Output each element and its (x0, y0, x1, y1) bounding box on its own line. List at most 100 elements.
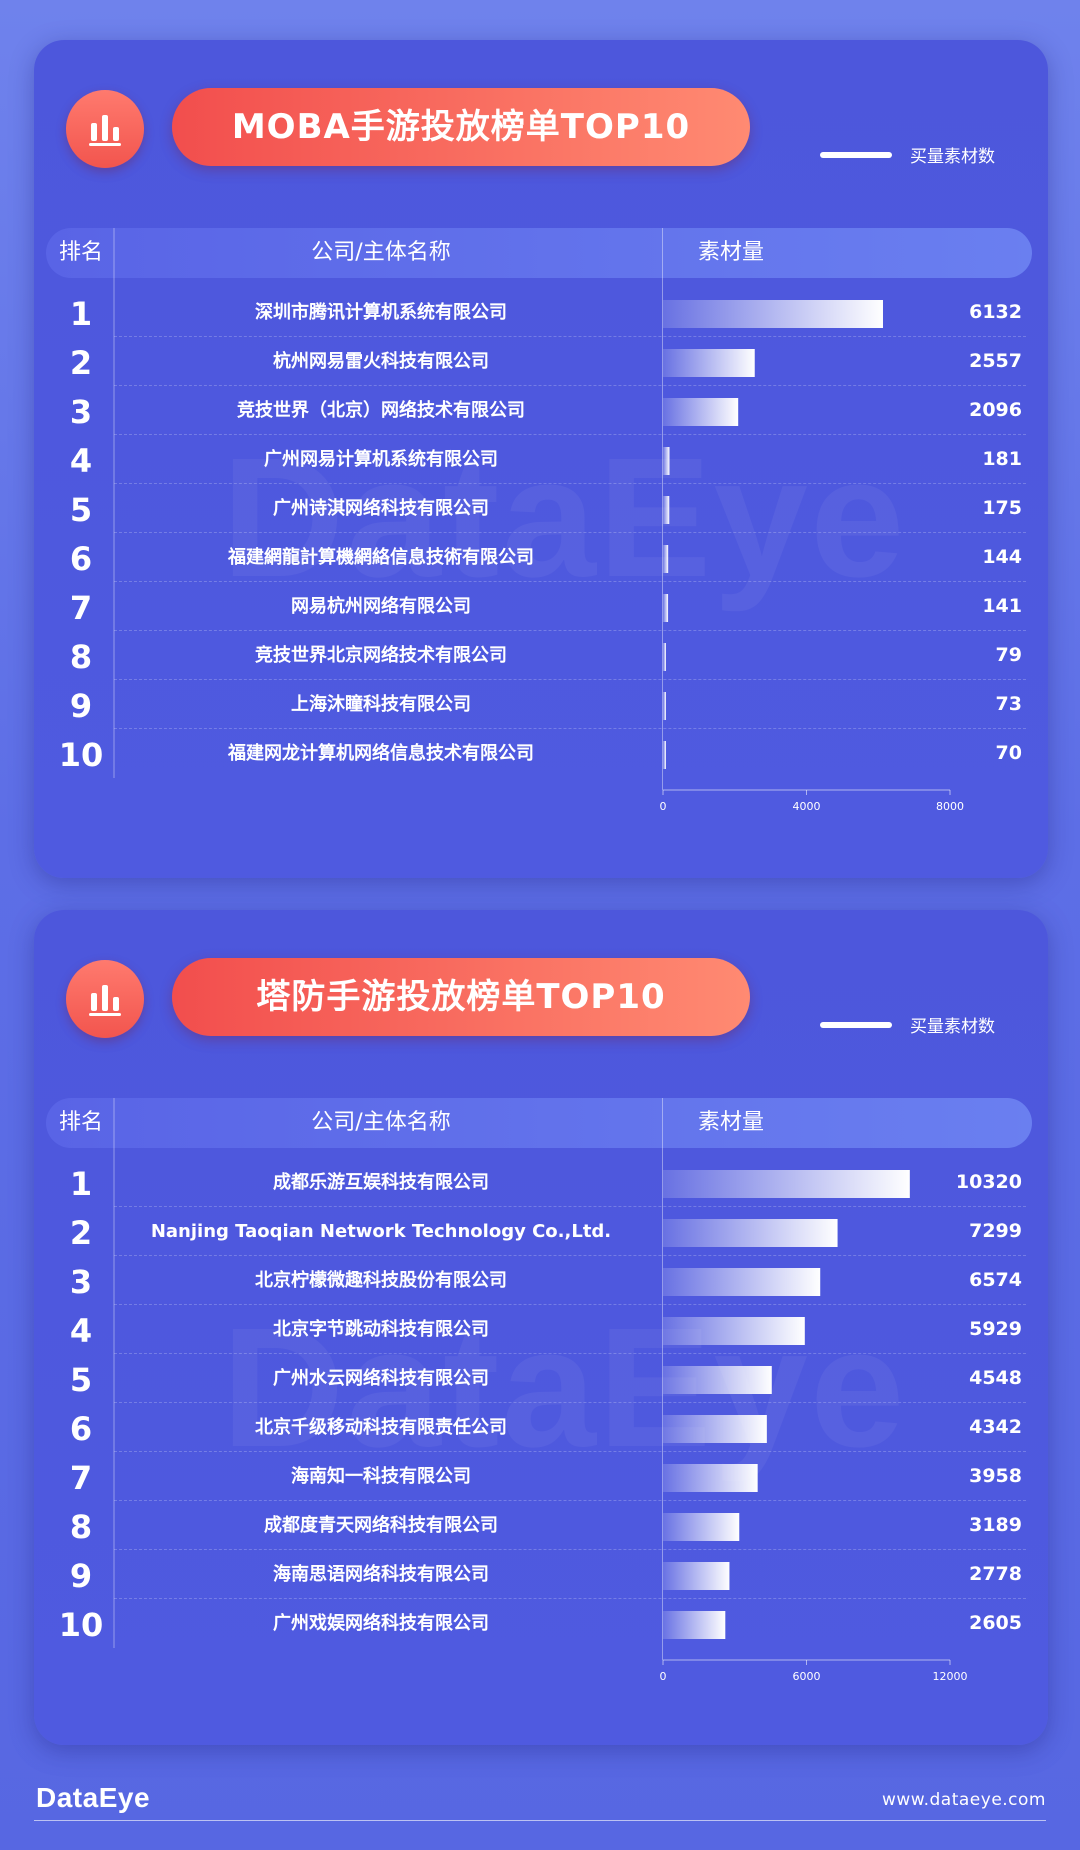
row-separator (114, 434, 1026, 435)
rank-number: 3 (69, 393, 93, 431)
dataeye-logo: DataEye (36, 1782, 151, 1813)
tower-defense-ranking-panel: DataEye 塔防手游投放榜单TOP10 买量素材数 排名 公司/主体名称 素… (34, 910, 1048, 1745)
company-name: Nanjing Taoqian Network Technology Co.,L… (150, 1221, 612, 1242)
data-label: 181 (982, 448, 1022, 470)
table-row: 1 深圳市腾讯计算机系统有限公司 6132 (46, 288, 1032, 337)
row-separator (114, 1500, 1026, 1501)
row-separator (114, 1255, 1026, 1256)
x-tick-label: 0 (660, 800, 667, 813)
table-row: 8 竞技世界北京网络技术有限公司 79 (46, 631, 1032, 680)
data-label: 2778 (969, 1563, 1022, 1585)
data-label: 4548 (969, 1367, 1022, 1389)
company-name: 北京千级移动科技有限责任公司 (255, 1417, 507, 1438)
table-row: 8 成都度青天网络科技有限公司 3189 (46, 1501, 1032, 1550)
rank-number: 6 (69, 1410, 93, 1448)
company-name: 成都度青天网络科技有限公司 (264, 1515, 498, 1536)
rank-number: 4 (69, 1312, 93, 1350)
data-label: 144 (982, 546, 1022, 568)
company-name: 深圳市腾讯计算机系统有限公司 (255, 302, 507, 323)
header-rank: 排名 (58, 240, 103, 265)
table-header: 排名 公司/主体名称 素材量 (46, 1098, 1032, 1148)
data-label: 2557 (969, 350, 1022, 372)
rank-number: 8 (69, 638, 93, 676)
company-name: 广州水云网络科技有限公司 (273, 1368, 489, 1389)
bar (663, 1415, 767, 1443)
table-row: 9 海南思语网络科技有限公司 2778 (46, 1550, 1032, 1599)
table-row: 10 福建网龙计算机网络信息技术有限公司 70 (46, 729, 1032, 778)
table-row: 3 竞技世界（北京）网络技术有限公司 2096 (46, 386, 1032, 435)
data-label: 3958 (969, 1465, 1022, 1487)
rank-number: 5 (69, 1361, 93, 1399)
rank-number: 1 (69, 1165, 93, 1203)
footer-divider (34, 1820, 1046, 1821)
website-url: www.dataeye.com (881, 1790, 1046, 1810)
header-company: 公司/主体名称 (311, 1110, 451, 1135)
company-name: 网易杭州网络有限公司 (291, 596, 471, 617)
bar (663, 1366, 772, 1394)
row-separator (114, 728, 1026, 729)
rank-number: 7 (69, 589, 93, 627)
table-row: 4 北京字节跳动科技有限公司 5929 (46, 1305, 1032, 1354)
data-label: 10320 (955, 1171, 1022, 1193)
company-name: 竞技世界北京网络技术有限公司 (255, 645, 507, 666)
company-name: 上海沐瞳科技有限公司 (291, 694, 471, 715)
table-row: 5 广州水云网络科技有限公司 4548 (46, 1354, 1032, 1403)
company-name: 广州诗淇网络科技有限公司 (273, 498, 489, 519)
rank-number: 8 (69, 1508, 93, 1546)
row-separator (114, 1304, 1026, 1305)
table-row: 3 北京柠檬微趣科技股份有限公司 6574 (46, 1256, 1032, 1305)
company-name: 福建网龙计算机网络信息技术有限公司 (228, 743, 534, 764)
row-separator (114, 1549, 1026, 1550)
rank-number: 7 (69, 1459, 93, 1497)
header-amount: 素材量 (697, 1110, 764, 1135)
bar-chart-icon (66, 90, 144, 168)
bar-chart-icon (66, 960, 144, 1038)
row-separator (114, 336, 1026, 337)
table-header: 排名 公司/主体名称 素材量 (46, 228, 1032, 278)
bar-chart: 0 4000 8000 (113, 228, 964, 813)
bar (663, 1464, 758, 1492)
rank-number: 10 (58, 1606, 104, 1644)
row-separator (114, 483, 1026, 484)
bar (663, 398, 739, 426)
company-name: 广州戏娱网络科技有限公司 (273, 1613, 489, 1634)
bar (663, 741, 666, 769)
rank-number: 10 (58, 736, 104, 774)
rank-number: 5 (69, 491, 93, 529)
company-name: 福建網龍計算機網絡信息技術有限公司 (228, 547, 534, 568)
bar (663, 496, 670, 524)
data-label: 70 (995, 742, 1022, 764)
company-name: 杭州网易雷火科技有限公司 (273, 351, 489, 372)
rank-number: 4 (69, 442, 93, 480)
data-label: 2605 (969, 1612, 1022, 1634)
bar (663, 692, 666, 720)
data-label: 3189 (969, 1514, 1022, 1536)
data-label: 4342 (969, 1416, 1022, 1438)
row-separator (114, 1402, 1026, 1403)
moba-ranking-panel: DataEye MOBA手游投放榜单TOP10 买量素材数 排名 公司/主体名称… (34, 40, 1048, 878)
row-separator (114, 532, 1026, 533)
data-label: 6132 (969, 301, 1022, 323)
bar (663, 1268, 821, 1296)
company-name: 北京字节跳动科技有限公司 (273, 1319, 489, 1340)
bar (663, 1219, 838, 1247)
header-rank: 排名 (58, 1110, 103, 1135)
data-label: 7299 (969, 1220, 1022, 1242)
bar (663, 545, 669, 573)
rank-number: 6 (69, 540, 93, 578)
table-row: 5 广州诗淇网络科技有限公司 175 (46, 484, 1032, 533)
row-separator (114, 679, 1026, 680)
bar (663, 1611, 726, 1639)
data-label: 5929 (969, 1318, 1022, 1340)
table-row: 7 海南知一科技有限公司 3958 (46, 1452, 1032, 1501)
row-separator (114, 581, 1026, 582)
data-label: 73 (995, 693, 1022, 715)
company-name: 北京柠檬微趣科技股份有限公司 (255, 1270, 507, 1291)
data-label: 79 (995, 644, 1022, 666)
data-label: 6574 (969, 1269, 1022, 1291)
company-name: 海南知一科技有限公司 (291, 1466, 471, 1487)
bar (663, 1513, 740, 1541)
company-name: 广州网易计算机系统有限公司 (264, 449, 498, 470)
bar (663, 594, 669, 622)
table-row: 7 网易杭州网络有限公司 141 (46, 582, 1032, 631)
